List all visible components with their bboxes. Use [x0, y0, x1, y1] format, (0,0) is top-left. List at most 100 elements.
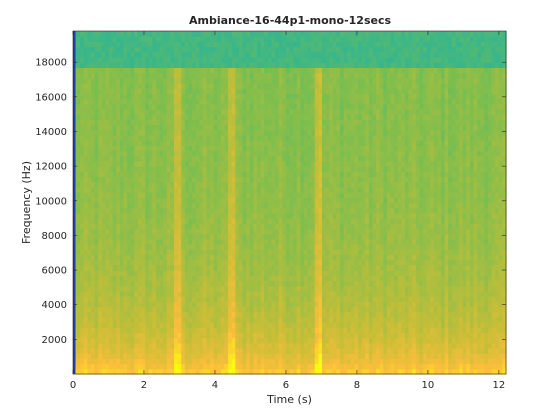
spectrogram-cell: [289, 275, 294, 282]
spectrogram-cell: [141, 77, 146, 84]
spectrogram-cell: [109, 342, 114, 349]
spectrogram-cell: [170, 332, 175, 339]
spectrogram-cell: [336, 218, 341, 224]
spectrogram-cell: [307, 358, 312, 365]
spectrogram-cell: [224, 171, 229, 178]
spectrogram-cell: [257, 358, 262, 365]
spectrogram-cell: [141, 353, 146, 360]
spectrogram-cell: [206, 186, 211, 193]
spectrogram-cell: [195, 337, 200, 344]
spectrogram-cell: [192, 124, 197, 131]
spectrogram-cell: [127, 145, 132, 152]
spectrogram-cell: [166, 285, 172, 292]
spectrogram-cell: [148, 223, 153, 230]
spectrogram-cell: [293, 119, 298, 126]
spectrogram-cell: [181, 249, 186, 256]
spectrogram-cell: [293, 181, 298, 188]
spectrogram-cell: [224, 342, 229, 349]
spectrogram-cell: [257, 353, 262, 360]
spectrogram-cell: [325, 296, 330, 302]
spectrogram-cell: [137, 186, 143, 193]
spectrogram-cell: [321, 285, 327, 292]
spectrogram-cell: [285, 77, 291, 84]
spectrogram-cell: [303, 270, 309, 276]
spectrogram-cell: [282, 77, 287, 84]
spectrogram-cell: [275, 322, 280, 328]
spectrogram-cell: [329, 62, 334, 68]
spectrogram-cell: [177, 249, 182, 256]
spectrogram-cell: [271, 270, 276, 276]
spectrogram-cell: [83, 114, 89, 120]
spectrogram-cell: [311, 212, 316, 219]
spectrogram-cell: [141, 290, 146, 297]
spectrogram-cell: [213, 51, 218, 58]
spectrogram-cell: [83, 72, 89, 79]
spectrogram-cell: [253, 197, 258, 204]
spectrogram-cell: [112, 358, 117, 365]
spectrogram-cell: [303, 176, 309, 183]
spectrogram-cell: [340, 103, 345, 110]
spectrogram-cell: [199, 290, 204, 297]
spectrogram-cell: [318, 103, 323, 110]
spectrogram-cell: [285, 207, 291, 214]
spectrogram-cell: [296, 166, 301, 172]
spectrogram-cell: [210, 114, 215, 120]
spectrogram-cell: [148, 254, 153, 261]
spectrogram-cell: [289, 259, 294, 266]
spectrogram-cell: [188, 134, 193, 141]
spectrogram-cell: [293, 259, 298, 266]
spectrogram-cell: [184, 103, 190, 110]
spectrogram-cell: [101, 275, 107, 282]
spectrogram-cell: [267, 186, 273, 193]
spectrogram-cell: [210, 192, 215, 198]
spectrogram-cell: [116, 62, 121, 68]
spectrogram-cell: [159, 119, 164, 126]
spectrogram-cell: [127, 160, 132, 167]
spectrogram-cell: [119, 150, 125, 157]
spectrogram-cell: [260, 103, 265, 110]
spectrogram-cell: [318, 285, 323, 292]
spectrogram-cell: [271, 342, 276, 349]
spectrogram-cell: [289, 332, 294, 339]
spectrogram-cell: [83, 218, 89, 224]
spectrogram-cell: [289, 98, 294, 105]
spectrogram-cell: [267, 114, 273, 120]
spectrogram-cell: [152, 301, 157, 308]
spectrogram-cell: [87, 306, 92, 313]
spectrogram-cell: [202, 358, 208, 365]
spectrogram-cell: [91, 140, 96, 146]
spectrogram-cell: [318, 358, 323, 365]
spectrogram-cell: [296, 119, 301, 126]
spectrogram-cell: [123, 181, 128, 188]
spectrogram-cell: [231, 129, 236, 136]
spectrogram-cell: [91, 228, 96, 235]
spectrogram-cell: [206, 322, 211, 328]
spectrogram-cell: [83, 108, 89, 115]
spectrogram-cell: [282, 306, 287, 313]
spectrogram-cell: [300, 270, 305, 276]
spectrogram-cell: [119, 36, 125, 42]
spectrogram-cell: [76, 62, 81, 68]
spectrogram-cell: [296, 150, 301, 157]
spectrogram-cell: [311, 176, 316, 183]
spectrogram-cell: [267, 244, 273, 250]
spectrogram-cell: [260, 275, 265, 282]
spectrogram-cell: [137, 108, 143, 115]
spectrogram-cell: [137, 218, 143, 224]
spectrogram-cell: [336, 259, 341, 266]
spectrogram-cell: [242, 41, 247, 48]
spectrogram-cell: [267, 233, 273, 240]
spectrogram-cell: [332, 207, 338, 214]
spectrogram-cell: [238, 332, 244, 339]
spectrogram-cell: [181, 264, 186, 271]
spectrogram-cell: [340, 290, 345, 297]
spectrogram-cell: [105, 62, 110, 68]
spectrogram-cell: [206, 202, 211, 209]
spectrogram-cell: [311, 332, 316, 339]
spectrogram-cell: [275, 254, 280, 261]
spectrogram-cell: [192, 93, 197, 100]
spectrogram-cell: [141, 238, 146, 245]
spectrogram-cell: [109, 249, 114, 256]
spectrogram-cell: [105, 67, 110, 74]
spectrogram-cell: [307, 114, 312, 120]
